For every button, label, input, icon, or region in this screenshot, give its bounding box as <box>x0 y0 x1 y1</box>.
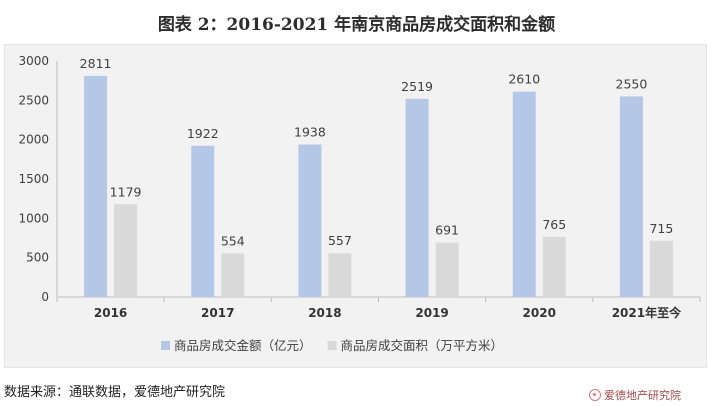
data-label: 715 <box>649 221 673 236</box>
bar-amount <box>512 91 536 298</box>
bar-amount <box>298 144 322 297</box>
brand-logo-icon <box>589 389 601 401</box>
data-label: 554 <box>221 233 245 248</box>
y-tick-label: 1000 <box>18 211 49 225</box>
data-label: 765 <box>542 217 566 232</box>
data-label: 2610 <box>508 72 540 87</box>
y-tick-label: 0 <box>41 290 49 304</box>
brand-watermark: 爱德地产研究院 <box>589 387 681 403</box>
data-label: 1922 <box>187 126 219 141</box>
legend-label: 商品房成交金额（亿元） <box>174 338 312 353</box>
data-label: 2519 <box>401 79 433 94</box>
y-tick-label: 500 <box>26 251 49 265</box>
y-tick-label: 2000 <box>18 133 49 147</box>
data-label: 691 <box>435 223 459 238</box>
bar-area <box>221 253 245 297</box>
y-tick-label: 2500 <box>18 93 49 107</box>
data-label: 557 <box>328 233 352 248</box>
data-label: 2550 <box>616 76 648 91</box>
bar-amount <box>405 98 429 297</box>
bar-area <box>649 240 673 297</box>
legend-swatch <box>327 341 337 350</box>
x-tick-label: 2018 <box>308 306 341 320</box>
legend-label: 商品房成交面积（万平方米） <box>341 338 504 353</box>
x-tick-label: 2017 <box>201 306 234 320</box>
bar-area <box>435 242 459 297</box>
legend-swatch <box>161 341 170 350</box>
chart-title: 图表 2：2016-2021 年南京商品房成交面积和金额 <box>157 15 556 35</box>
bar-chart: 0 500 1000 1500 2000 2500 3000 2016 2811 1179 2017… <box>18 54 701 353</box>
x-tick-label: 2020 <box>523 306 556 320</box>
data-label: 2811 <box>80 56 112 71</box>
bar-amount <box>84 75 108 297</box>
x-tick-label: 2016 <box>94 306 127 320</box>
bar-area <box>542 236 566 297</box>
data-label: 1938 <box>294 125 326 140</box>
bar-area <box>114 204 138 297</box>
bar-amount <box>191 145 215 297</box>
data-label: 1179 <box>110 184 142 199</box>
x-tick-label: 2021年至今 <box>612 305 682 320</box>
bar-amount <box>619 96 643 298</box>
y-tick-label: 3000 <box>18 54 49 68</box>
chart-panel: 0 500 1000 1500 2000 2500 3000 2016 2811 1179 2017… <box>4 44 707 402</box>
y-tick-label: 1500 <box>18 172 49 186</box>
data-source-note: 数据来源：通联数据，爱德地产研究院 <box>4 385 226 400</box>
bar-area <box>328 253 352 297</box>
x-tick-label: 2019 <box>415 306 448 320</box>
brand-name: 爱德地产研究院 <box>604 389 681 402</box>
